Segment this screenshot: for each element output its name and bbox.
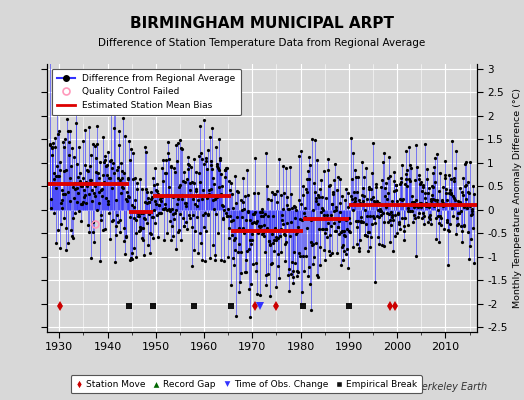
- Text: BIRMINGHAM MUNICIPAL ARPT: BIRMINGHAM MUNICIPAL ARPT: [130, 16, 394, 31]
- Text: Berkeley Earth: Berkeley Earth: [415, 382, 487, 392]
- Legend: Difference from Regional Average, Quality Control Failed, Estimated Station Mean: Difference from Regional Average, Qualit…: [52, 68, 241, 115]
- Text: Difference of Station Temperature Data from Regional Average: Difference of Station Temperature Data f…: [99, 38, 425, 48]
- Legend: Station Move, Record Gap, Time of Obs. Change, Empirical Break: Station Move, Record Gap, Time of Obs. C…: [71, 376, 422, 394]
- Y-axis label: Monthly Temperature Anomaly Difference (°C): Monthly Temperature Anomaly Difference (…: [513, 88, 522, 308]
